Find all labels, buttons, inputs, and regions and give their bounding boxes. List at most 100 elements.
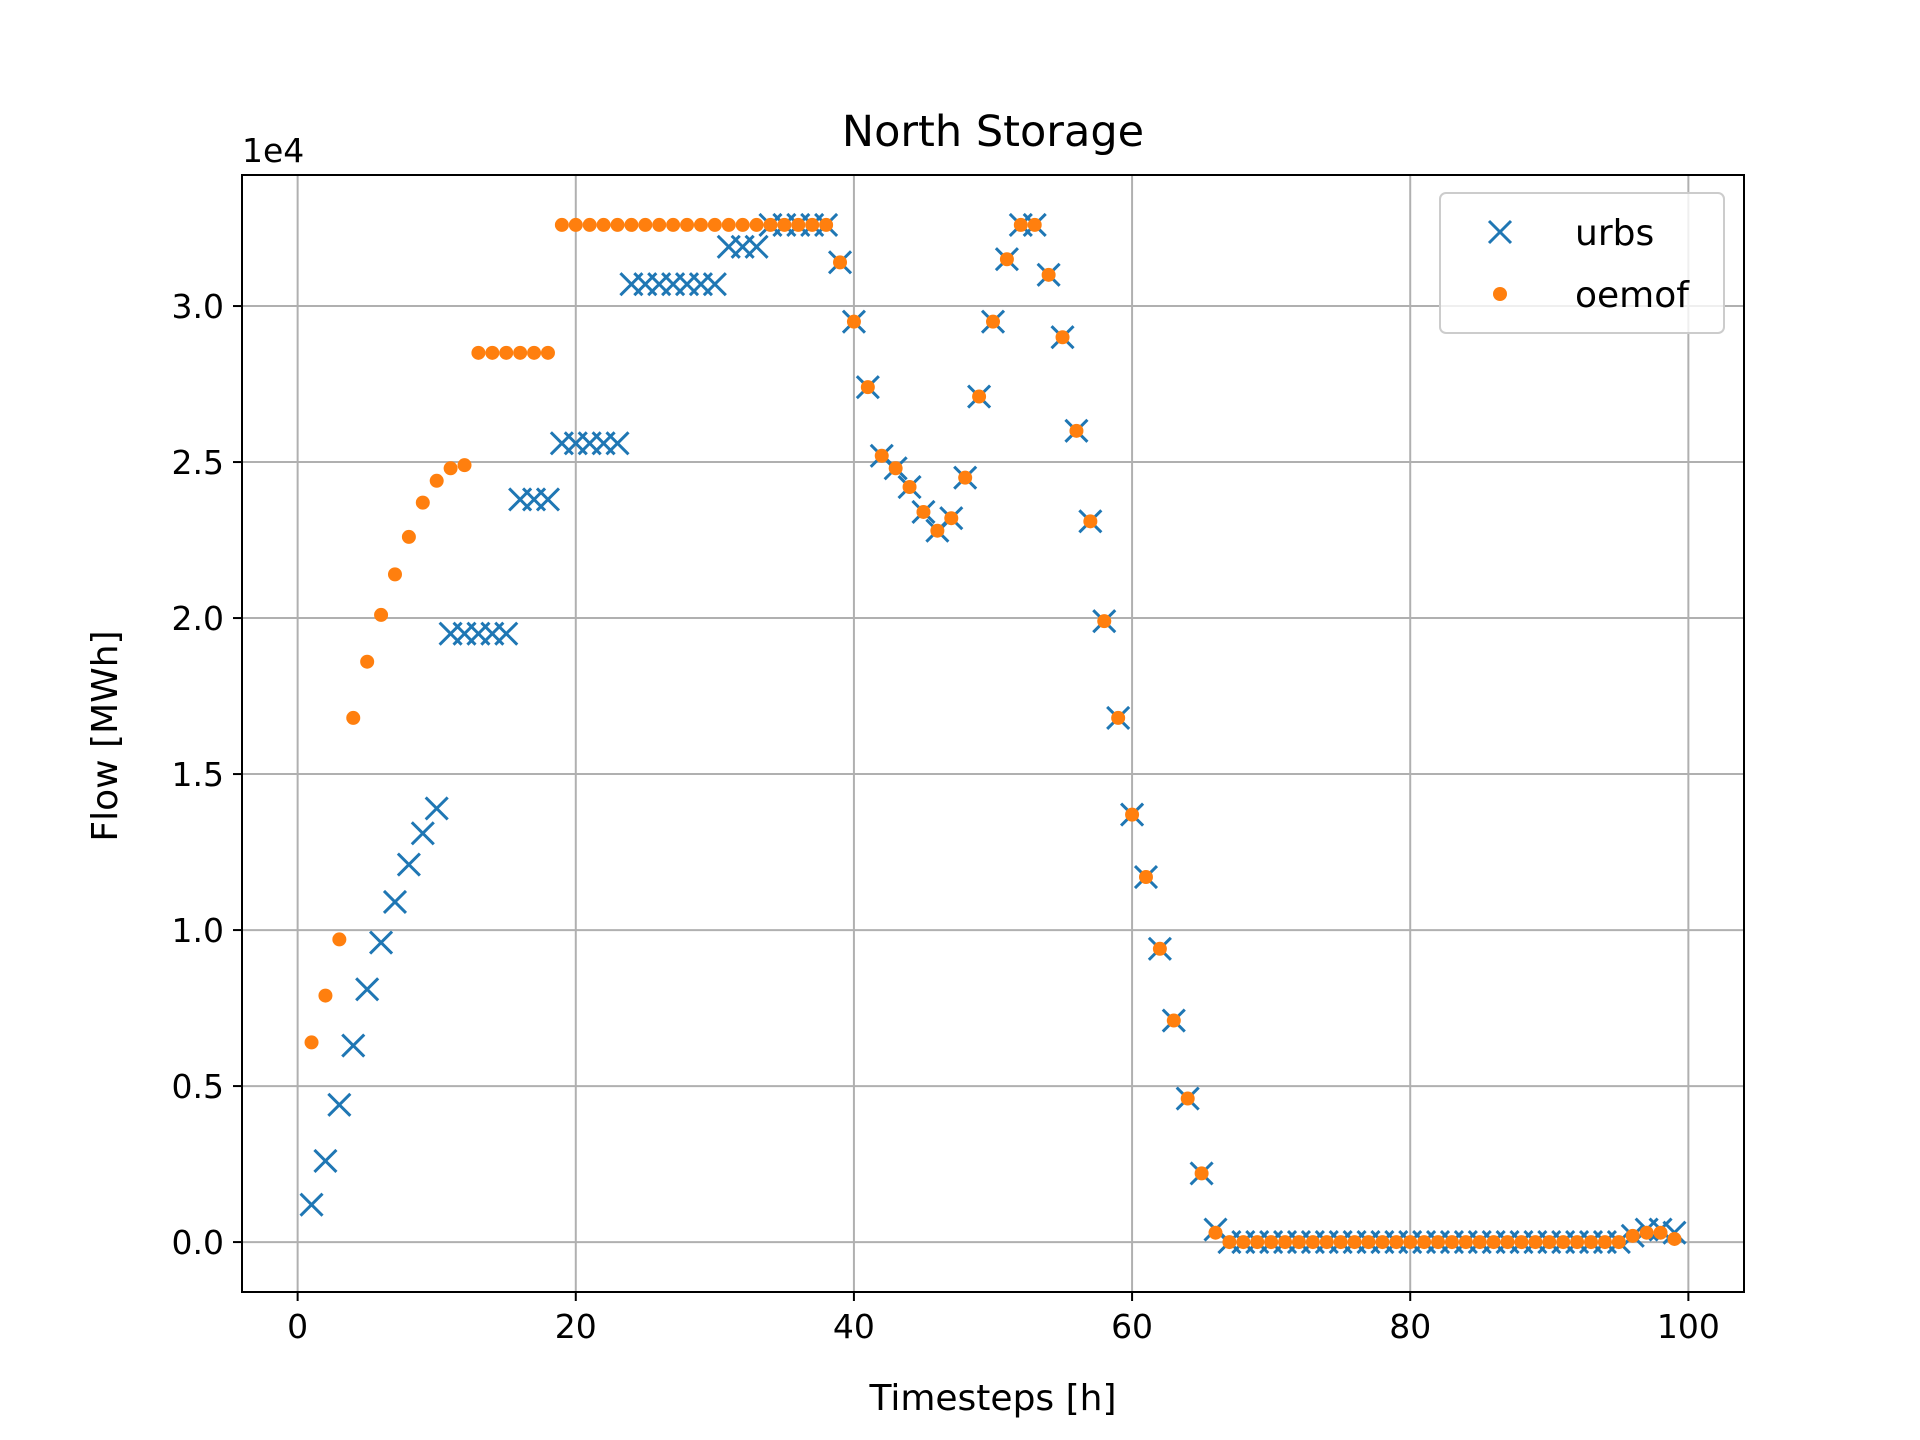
data-point-urbs [424, 796, 449, 821]
data-point-oemof [1597, 1235, 1612, 1250]
data-point-oemof [1514, 1235, 1529, 1250]
data-point-urbs [369, 930, 394, 955]
y-tick-label: 2.0 [172, 599, 224, 638]
data-point-oemof [1570, 1235, 1585, 1250]
plot-frame [241, 174, 1745, 1293]
data-point-oemof [1528, 1235, 1543, 1250]
data-point-oemof [860, 380, 875, 395]
data-point-oemof [346, 710, 361, 725]
legend-x-marker [1487, 219, 1513, 245]
data-point-oemof [1013, 217, 1028, 232]
data-point-urbs [355, 977, 380, 1002]
data-point-oemof [304, 1035, 319, 1050]
data-point-oemof [958, 470, 973, 485]
y-axis-ticks: 0.0 0.5 1.0 1.5 2.0 2.5 3.0 [172, 287, 242, 1262]
data-point-oemof [1347, 1235, 1362, 1250]
data-point-oemof [888, 461, 903, 476]
legend-box [1439, 192, 1725, 334]
data-point-oemof [568, 217, 583, 232]
data-point-oemof [485, 345, 500, 360]
data-point-oemof [1166, 1013, 1181, 1028]
data-point-oemof [1264, 1235, 1279, 1250]
data-point-oemof [513, 345, 528, 360]
data-point-oemof [874, 448, 889, 463]
data-point-oemof [1639, 1225, 1654, 1240]
x-tick-label: 20 [555, 1307, 597, 1346]
data-point-oemof [1472, 1235, 1487, 1250]
data-point-oemof [360, 654, 375, 669]
data-point-oemof [401, 529, 416, 544]
data-point-oemof [1278, 1235, 1293, 1250]
data-point-oemof [1611, 1235, 1626, 1250]
data-point-oemof [916, 504, 931, 519]
data-point-oemof [986, 314, 1000, 329]
data-point-oemof [582, 217, 597, 232]
data-point-oemof [1403, 1235, 1418, 1250]
data-point-oemof [540, 345, 555, 360]
data-point-urbs [410, 821, 435, 846]
y-tick-label: 2.5 [172, 443, 224, 482]
data-point-urbs [396, 852, 421, 877]
data-point-oemof [666, 217, 681, 232]
data-point-oemof [1083, 514, 1098, 529]
y-tick-label: 1.5 [172, 755, 224, 794]
y-tick-label: 1.0 [172, 911, 224, 950]
x-tick-label: 100 [1657, 1307, 1720, 1346]
data-point-oemof [499, 345, 514, 360]
data-point-urbs [744, 234, 769, 259]
data-point-urbs [494, 621, 519, 646]
data-point-oemof [429, 473, 444, 488]
data-point-oemof [1375, 1235, 1390, 1250]
data-series [299, 212, 1687, 1255]
legend-marker-urbs [1487, 219, 1513, 245]
data-point-oemof [318, 988, 333, 1003]
data-point-urbs [313, 1148, 338, 1174]
data-point-oemof [415, 495, 430, 510]
x-tick-label: 40 [833, 1307, 875, 1346]
data-point-oemof [693, 217, 708, 232]
data-point-oemof [791, 217, 806, 232]
data-point-oemof [1125, 807, 1140, 822]
x-tick-label: 80 [1389, 1307, 1431, 1346]
x-axis-ticks: 0 20 40 60 80 100 [287, 1292, 1720, 1346]
data-point-oemof [1097, 614, 1112, 629]
data-point-oemof [972, 389, 987, 404]
data-point-oemof [1361, 1235, 1376, 1250]
data-point-urbs [382, 889, 408, 915]
data-point-oemof [1236, 1235, 1251, 1250]
y-axis-offset-label: 1e4 [242, 131, 304, 170]
data-point-urbs [535, 487, 561, 512]
data-point-oemof [819, 217, 834, 232]
data-point-oemof [999, 252, 1014, 267]
data-point-oemof [443, 461, 458, 476]
x-axis-label: Timesteps [h] [868, 1378, 1116, 1419]
data-point-oemof [1055, 330, 1070, 345]
data-point-oemof [1250, 1235, 1265, 1250]
data-point-oemof [763, 217, 778, 232]
data-point-oemof [1625, 1228, 1640, 1243]
y-tick-label: 0.5 [172, 1067, 224, 1106]
data-point-oemof [735, 217, 750, 232]
data-point-oemof [1458, 1235, 1473, 1250]
data-point-oemof [1542, 1235, 1557, 1250]
data-point-urbs [605, 431, 630, 456]
data-point-oemof [1417, 1235, 1432, 1250]
data-point-oemof [1556, 1235, 1571, 1250]
data-point-oemof [332, 932, 347, 947]
data-point-oemof [833, 255, 848, 270]
data-point-oemof [777, 217, 792, 232]
data-point-urbs [341, 1033, 366, 1058]
legend-label-urbs: urbs [1575, 213, 1654, 254]
data-point-oemof [638, 217, 653, 232]
x-tick-label: 0 [287, 1307, 308, 1346]
data-point-oemof [1319, 1235, 1334, 1250]
series-oemof [304, 217, 1682, 1250]
data-point-oemof [527, 345, 542, 360]
data-point-oemof [1027, 217, 1042, 232]
data-point-oemof [1291, 1235, 1306, 1250]
data-point-oemof [1194, 1166, 1209, 1181]
data-point-oemof [374, 607, 389, 622]
legend-marker-oemof [1493, 287, 1507, 301]
data-point-oemof [1305, 1235, 1320, 1250]
